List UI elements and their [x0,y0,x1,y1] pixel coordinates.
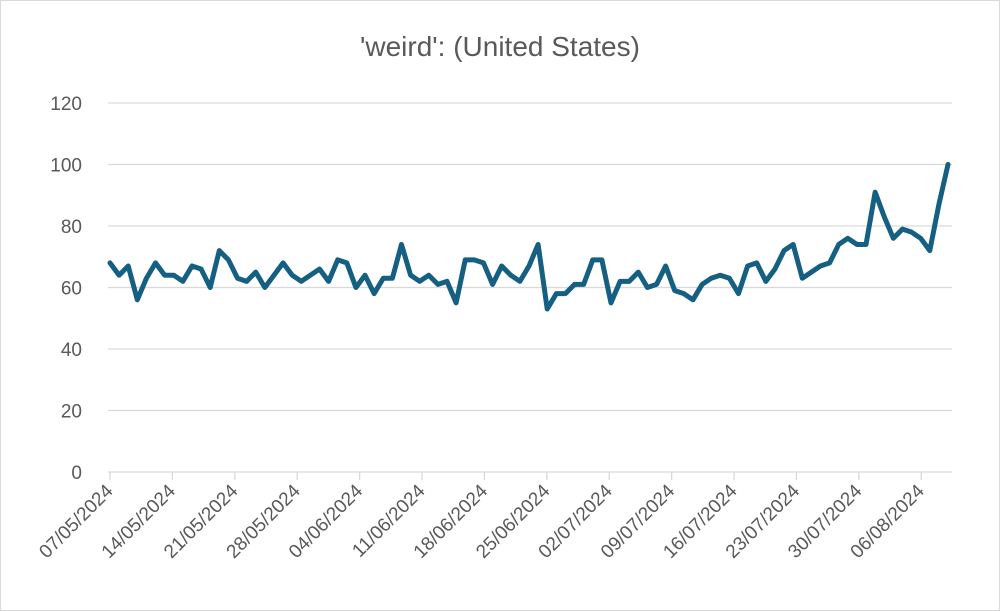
y-tick-label-0: 0 [71,463,82,484]
y-tick-label-100: 100 [50,156,82,177]
x-tick-labels: 07/05/202414/05/202421/05/202428/05/2024… [35,480,929,562]
y-tick-label-40: 40 [61,340,82,361]
gridlines [108,102,952,412]
x-axis [108,471,952,480]
y-tick-label-80: 80 [61,217,82,238]
chart-title: 'weird': (United States) [360,31,640,62]
series-group [107,162,951,312]
y-tick-label-20: 20 [61,402,82,423]
series-line-0 [107,162,951,312]
y-tick-labels: 0 20 40 60 80 100 120 [50,94,82,484]
y-tick-label-60: 60 [61,279,82,300]
y-tick-label-120: 120 [50,94,82,115]
